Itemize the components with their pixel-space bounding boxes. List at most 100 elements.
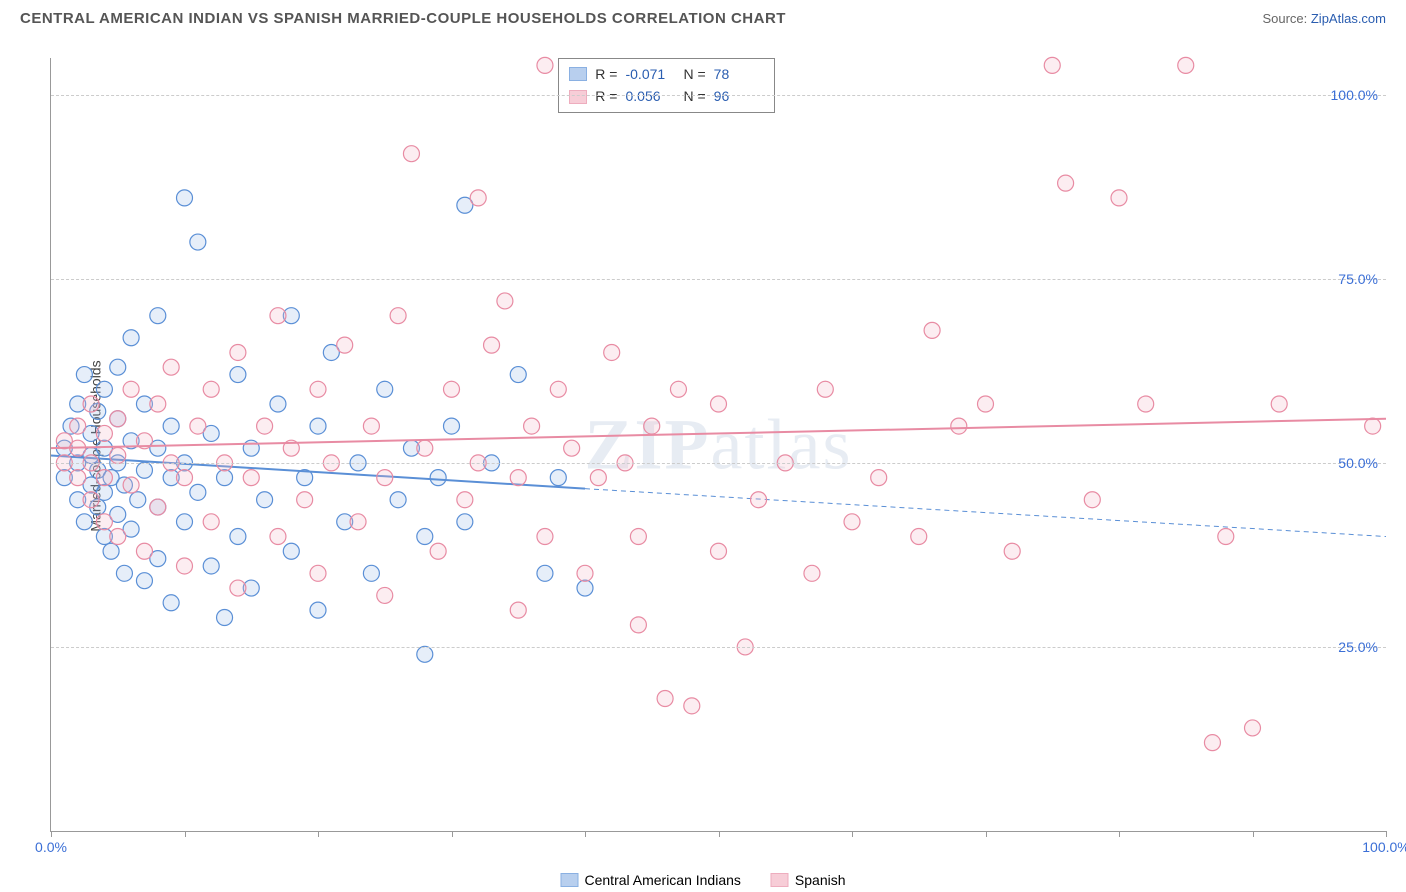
scatter-point — [103, 543, 119, 559]
scatter-point — [1138, 396, 1154, 412]
scatter-point — [871, 470, 887, 486]
scatter-point — [1245, 720, 1261, 736]
scatter-point — [190, 484, 206, 500]
scatter-point — [484, 337, 500, 353]
scatter-point — [924, 322, 940, 338]
scatter-point — [96, 514, 112, 530]
scatter-point — [430, 543, 446, 559]
scatter-point — [150, 396, 166, 412]
scatter-point — [524, 418, 540, 434]
scatter-point — [537, 529, 553, 545]
scatter-point — [163, 359, 179, 375]
n-value: 96 — [714, 85, 764, 107]
legend-item: Central American Indians — [560, 872, 740, 888]
scatter-point — [911, 529, 927, 545]
scatter-point — [630, 529, 646, 545]
scatter-point — [390, 492, 406, 508]
scatter-point — [470, 190, 486, 206]
gridline — [51, 95, 1386, 96]
scatter-point — [230, 529, 246, 545]
scatter-point — [116, 565, 132, 581]
scatter-point — [123, 381, 139, 397]
n-label: N = — [683, 85, 705, 107]
scatter-point — [590, 470, 606, 486]
scatter-point — [711, 396, 727, 412]
scatter-point — [670, 381, 686, 397]
scatter-point — [804, 565, 820, 581]
scatter-point — [310, 418, 326, 434]
chart-plot-area: ZIPatlas R =-0.071N =78R =0.056N =96 25.… — [50, 58, 1386, 832]
series-swatch — [569, 67, 587, 81]
scatter-point — [257, 418, 273, 434]
source-link[interactable]: ZipAtlas.com — [1311, 11, 1386, 26]
scatter-point — [1084, 492, 1100, 508]
xtick — [185, 831, 186, 837]
scatter-point — [136, 573, 152, 589]
scatter-point — [430, 470, 446, 486]
scatter-point — [550, 470, 566, 486]
scatter-point — [243, 440, 259, 456]
scatter-point — [297, 492, 313, 508]
scatter-point — [657, 690, 673, 706]
scatter-point — [190, 418, 206, 434]
scatter-point — [230, 580, 246, 596]
xtick — [1253, 831, 1254, 837]
ytick-label: 25.0% — [1338, 639, 1378, 655]
scatter-point — [123, 477, 139, 493]
scatter-point — [130, 492, 146, 508]
scatter-point — [310, 602, 326, 618]
r-label: R = — [595, 63, 617, 85]
scatter-point — [177, 190, 193, 206]
scatter-point — [76, 514, 92, 530]
scatter-point — [684, 698, 700, 714]
legend-swatch — [771, 873, 789, 887]
scatter-point — [1178, 57, 1194, 73]
legend-swatch — [560, 873, 578, 887]
scatter-point — [177, 514, 193, 530]
source-prefix: Source: — [1262, 11, 1310, 26]
scatter-point — [644, 418, 660, 434]
stats-legend-box: R =-0.071N =78R =0.056N =96 — [558, 58, 774, 113]
scatter-point — [283, 543, 299, 559]
n-value: 78 — [714, 63, 764, 85]
scatter-point — [377, 587, 393, 603]
chart-title: CENTRAL AMERICAN INDIAN VS SPANISH MARRI… — [20, 10, 786, 27]
scatter-point — [203, 514, 219, 530]
trend-line — [51, 419, 1386, 448]
scatter-point — [1218, 529, 1234, 545]
scatter-point — [150, 308, 166, 324]
scatter-point — [163, 595, 179, 611]
xtick — [986, 831, 987, 837]
scatter-point — [537, 565, 553, 581]
xtick — [585, 831, 586, 837]
xtick — [452, 831, 453, 837]
scatter-point — [1365, 418, 1381, 434]
xtick — [852, 831, 853, 837]
ytick-label: 75.0% — [1338, 271, 1378, 287]
scatter-point — [96, 425, 112, 441]
trend-line-dashed — [585, 489, 1386, 537]
xtick — [1386, 831, 1387, 837]
scatter-point — [363, 418, 379, 434]
gridline — [51, 279, 1386, 280]
ytick-label: 50.0% — [1338, 455, 1378, 471]
xtick-label: 100.0% — [1362, 839, 1406, 855]
scatter-point — [1058, 175, 1074, 191]
scatter-point — [711, 543, 727, 559]
scatter-point — [163, 418, 179, 434]
chart-header: CENTRAL AMERICAN INDIAN VS SPANISH MARRI… — [0, 0, 1406, 27]
legend-label: Central American Indians — [584, 872, 740, 888]
scatter-point — [110, 529, 126, 545]
xtick — [1119, 831, 1120, 837]
scatter-point — [270, 308, 286, 324]
scatter-point — [457, 514, 473, 530]
scatter-point — [203, 558, 219, 574]
scatter-point — [457, 492, 473, 508]
scatter-point — [403, 146, 419, 162]
scatter-point — [190, 234, 206, 250]
scatter-point — [110, 359, 126, 375]
scatter-point — [510, 470, 526, 486]
ytick-label: 100.0% — [1331, 87, 1378, 103]
scatter-point — [417, 440, 433, 456]
scatter-point — [310, 565, 326, 581]
